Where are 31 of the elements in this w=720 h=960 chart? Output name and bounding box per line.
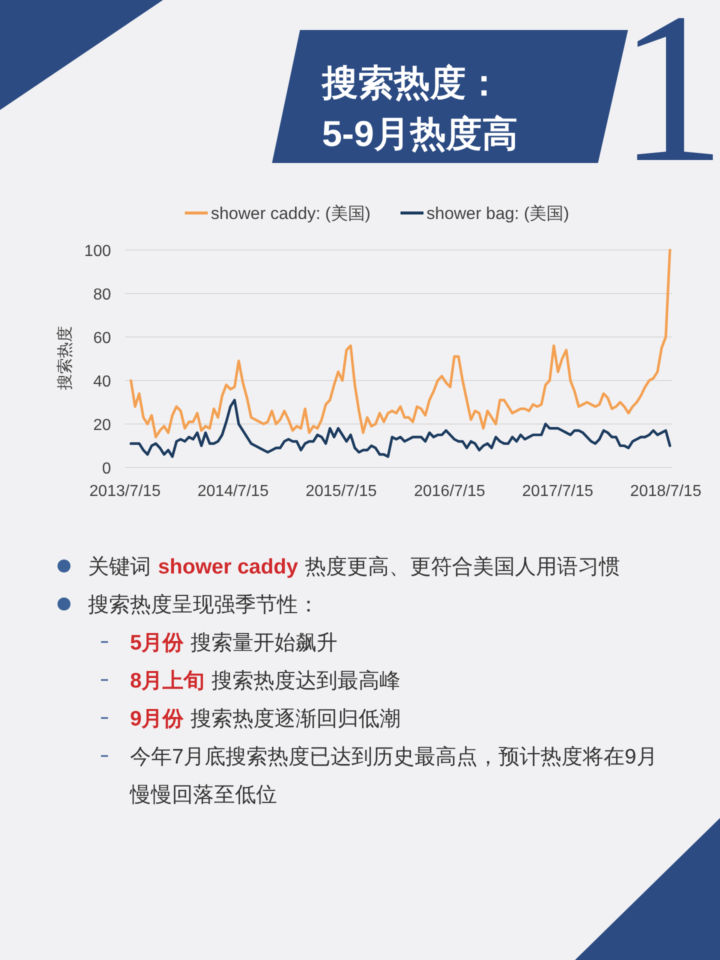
y-tick-label: 100 <box>84 243 112 260</box>
text: 9月份 <box>130 708 185 730</box>
y-tick-label: 80 <box>93 286 112 304</box>
text: 1 <box>618 0 720 207</box>
line-series <box>130 398 672 458</box>
line-series <box>130 248 672 438</box>
y-tick-label: 20 <box>93 417 112 434</box>
y-axis-title: 搜索热度 <box>56 326 74 390</box>
y-tick-label: 0 <box>102 460 112 478</box>
y-tick-label: 60 <box>93 330 112 347</box>
text: shower caddy <box>158 556 298 578</box>
text: 关键词 <box>88 556 151 578</box>
x-tick-label: 2016/7/15 <box>414 483 486 500</box>
text: 热度更高、更符合美国人用语习惯 <box>305 556 620 578</box>
text: 今年7月底搜索热度已达到历史最高点，预计热度将在9月慢慢回落至低位 <box>129 746 658 806</box>
y-tick-label: 40 <box>93 374 112 390</box>
x-tick-label: 2015/7/15 <box>306 483 377 500</box>
text: 搜索热度达到最高峰 <box>212 670 401 692</box>
x-tick-label: 2014/7/15 <box>198 483 269 500</box>
chart-title: 搜索热度： <box>321 62 502 103</box>
chart-subtitle: 5-9月热度高 <box>322 113 518 154</box>
x-tick-label: 2018/7/15 <box>630 483 702 500</box>
text: 5月份 <box>130 632 185 654</box>
x-tick-label: 2017/7/15 <box>522 483 594 500</box>
text: 搜索热度逐渐回归低潮 <box>190 708 401 730</box>
text: 搜索量开始飙升 <box>190 632 338 654</box>
legend-label: shower caddy: (美国) <box>210 204 370 223</box>
text: 8月上旬 <box>130 670 205 692</box>
x-tick-label: 2013/7/15 <box>89 483 161 500</box>
text: 搜索热度呈现强季节性： <box>88 594 319 616</box>
legend-label: shower bag: (美国) <box>426 204 570 223</box>
